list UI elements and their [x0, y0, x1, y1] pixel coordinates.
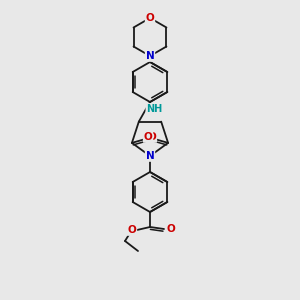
Text: O: O — [144, 132, 152, 142]
Text: N: N — [146, 151, 154, 161]
Text: N: N — [146, 51, 154, 61]
Text: O: O — [167, 224, 176, 234]
Text: NH: NH — [146, 104, 163, 114]
Text: O: O — [148, 132, 156, 142]
Text: O: O — [146, 13, 154, 23]
Text: O: O — [128, 225, 136, 235]
